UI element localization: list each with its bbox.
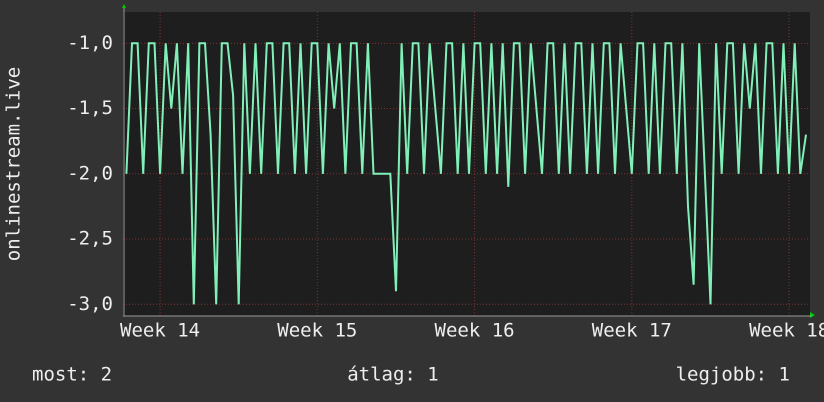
x-tick-label: Week 18 bbox=[749, 320, 824, 342]
x-tick-label: Week 17 bbox=[592, 320, 672, 342]
stat-average: átlag: 1 bbox=[347, 364, 439, 386]
y-tick-label: -1,0 bbox=[67, 32, 113, 54]
x-tick-label: Week 14 bbox=[120, 320, 200, 342]
y-tick-label: -3,0 bbox=[67, 293, 113, 315]
y-axis-label: onlinestream.live bbox=[3, 67, 25, 261]
stat-best: legjobb: 1 bbox=[676, 364, 790, 386]
x-tick-label: Week 15 bbox=[277, 320, 357, 342]
y-tick-label: -1,5 bbox=[67, 97, 113, 119]
y-tick-label: -2,0 bbox=[67, 162, 113, 184]
axis-arrow bbox=[122, 4, 126, 8]
axis-arrow bbox=[810, 312, 815, 318]
stat-current: most: 2 bbox=[32, 364, 112, 386]
data-line bbox=[125, 42, 807, 305]
x-tick-label: Week 16 bbox=[435, 320, 515, 342]
y-tick-label: -2,5 bbox=[67, 228, 113, 250]
plot-area bbox=[123, 12, 810, 316]
